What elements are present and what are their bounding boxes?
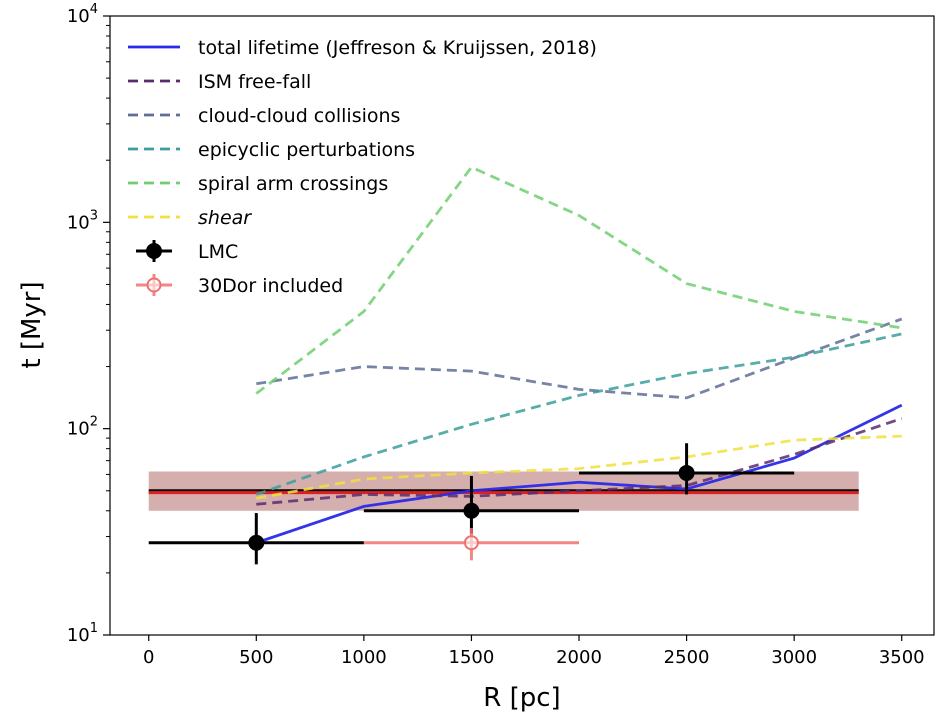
- marker-filled: [678, 464, 695, 481]
- legend-item-0: total lifetime (Jeffreson & Kruijssen, 2…: [128, 37, 597, 59]
- legend-marker: [146, 277, 162, 293]
- series-line-1: [256, 417, 903, 506]
- x-tick-label: 500: [239, 647, 273, 668]
- y-tick-label: 103: [67, 208, 98, 233]
- legend-item-1: ISM free-fall: [128, 71, 311, 93]
- y-tick-label: 104: [67, 2, 98, 27]
- legend-label: spiral arm crossings: [198, 173, 388, 195]
- data-point-1: [363, 475, 580, 534]
- x-tick-label: 2000: [556, 647, 602, 668]
- legend-marker: [146, 243, 162, 259]
- y-axis: 101 102 103 104: [67, 2, 110, 646]
- marker-open: [463, 535, 479, 551]
- legend-label: 30Dor included: [198, 275, 343, 297]
- marker-filled: [248, 534, 265, 551]
- legend-item-6: LMC: [136, 240, 238, 263]
- plot-area: [148, 165, 903, 565]
- y-tick-label: 102: [67, 415, 98, 440]
- series-line-4: [255, 165, 902, 395]
- legend-label: ISM free-fall: [198, 71, 311, 93]
- x-tick-label: 3500: [879, 647, 925, 668]
- x-tick-label: 1000: [341, 647, 387, 668]
- x-axis: 0 500 1000 1500 2000 2500 3000 3500: [143, 635, 925, 668]
- legend-item-7: 30Dor included: [136, 274, 343, 297]
- series-line-3: [255, 332, 903, 496]
- plot-content: [148, 165, 903, 565]
- y-tick-label: 101: [67, 621, 98, 646]
- legend-label: total lifetime (Jeffreson & Kruijssen, 2…: [198, 37, 597, 59]
- marker-filled: [463, 502, 480, 519]
- legend-item-4: spiral arm crossings: [128, 173, 388, 195]
- series-line-0: [255, 403, 903, 545]
- x-tick-label: 3000: [771, 647, 817, 668]
- plot-frame: [109, 15, 935, 636]
- series-line-5: [256, 434, 902, 500]
- series-line-2: [256, 317, 903, 400]
- legend-label: cloud-cloud collisions: [198, 105, 400, 127]
- data-point-3: [363, 528, 580, 561]
- x-tick-label: 0: [143, 647, 154, 668]
- legend: total lifetime (Jeffreson & Kruijssen, 2…: [128, 37, 597, 297]
- data-point-2: [579, 443, 795, 495]
- legend-item-5: shear: [128, 207, 252, 229]
- y-axis-title: t [Myr]: [17, 281, 47, 368]
- legend-label: shear: [198, 207, 252, 229]
- legend-item-2: cloud-cloud collisions: [128, 105, 400, 127]
- x-tick-label: 1500: [449, 647, 495, 668]
- legend-label: epicyclic perturbations: [198, 139, 415, 161]
- x-tick-label: 2500: [664, 647, 710, 668]
- data-point-0: [148, 513, 364, 565]
- legend-item-3: epicyclic perturbations: [128, 139, 415, 161]
- x-axis-title: R [pc]: [483, 683, 560, 713]
- legend-label: LMC: [198, 241, 238, 263]
